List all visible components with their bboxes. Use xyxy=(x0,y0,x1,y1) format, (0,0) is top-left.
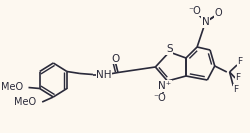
Text: MeO: MeO xyxy=(14,97,36,107)
Text: F: F xyxy=(234,84,239,93)
Text: N⁺: N⁺ xyxy=(158,81,171,91)
Text: MeO: MeO xyxy=(1,82,23,92)
Text: ⁻O: ⁻O xyxy=(188,6,201,16)
Text: NH: NH xyxy=(96,70,112,80)
Text: S: S xyxy=(166,44,172,54)
Text: O: O xyxy=(215,8,222,18)
Text: F: F xyxy=(237,57,242,66)
Text: F: F xyxy=(236,74,240,82)
Text: ⁻O: ⁻O xyxy=(154,93,166,103)
Text: N: N xyxy=(202,17,209,27)
Text: O: O xyxy=(111,53,119,63)
